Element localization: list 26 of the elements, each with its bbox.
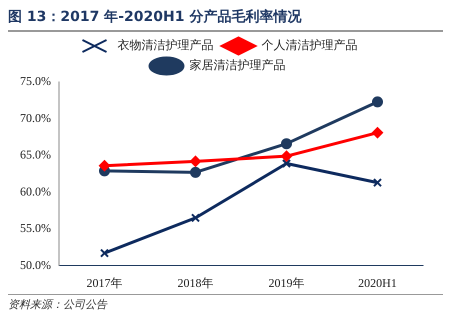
x-tick-label: 2019年 [268,276,304,290]
y-tick-label: 75.0% [20,74,51,88]
point [190,213,200,222]
point [372,178,382,188]
point [100,248,110,258]
point [281,150,292,162]
point [281,138,292,150]
x-tick-label: 2017年 [86,276,122,290]
point [190,166,201,178]
y-tick-label: 70.0% [20,110,51,125]
y-tick-label: 50.0% [20,258,51,272]
y-tick-label: 60.0% [20,184,51,198]
point [98,160,110,172]
point [372,127,383,138]
point [372,96,383,108]
x-tick-label: 2018年 [178,276,214,290]
point [190,156,201,167]
y-tick-label: 55.0% [20,221,51,236]
legend-label: 家居清洁护理产品 [190,58,286,72]
chart-title: 图 13：2017 年-2020H1 分产品毛利率情况 [8,8,443,32]
point [282,158,292,168]
text: 资料来源：公司公告 [8,294,443,312]
x-tick-label: 2020H1 [358,276,397,290]
legend-label: 衣物清洁护理产品 [118,38,214,52]
y-tick-label: 65.0% [20,148,51,162]
legend-label: 个人清洁护理产品 [262,38,358,52]
